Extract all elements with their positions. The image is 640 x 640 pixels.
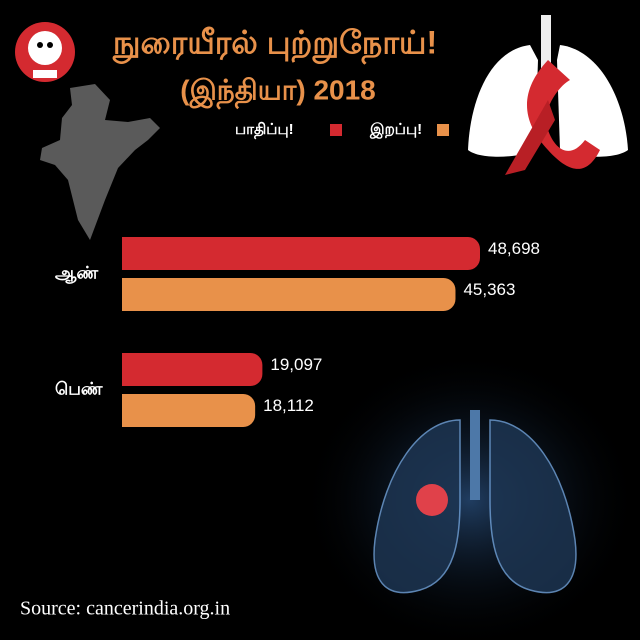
value-label: 48,698 (488, 239, 540, 258)
india-map (40, 84, 160, 240)
title: நுரையீரல் புற்றுநோய்! (112, 24, 437, 65)
legend-label: பாதிப்பு! (235, 121, 294, 139)
lungs-ribbon-illustration (468, 15, 628, 175)
value-label: 18,112 (263, 396, 314, 415)
bar (122, 237, 480, 270)
legend-label: இறப்பு! (369, 121, 422, 139)
bar (122, 394, 256, 427)
legend-swatch (437, 124, 449, 136)
bar (122, 278, 456, 311)
value-label: 45,363 (463, 280, 515, 299)
bar (122, 353, 263, 386)
legend-swatch (330, 124, 342, 136)
value-label: 19,097 (270, 355, 322, 374)
source: Source: cancerindia.org.in (20, 598, 230, 620)
category-label: ஆண் (55, 263, 98, 283)
subtitle: (இந்தியா) 2018 (180, 74, 376, 109)
logo (15, 22, 75, 82)
chest-illustration (300, 350, 640, 640)
category-label: பெண் (55, 379, 103, 398)
